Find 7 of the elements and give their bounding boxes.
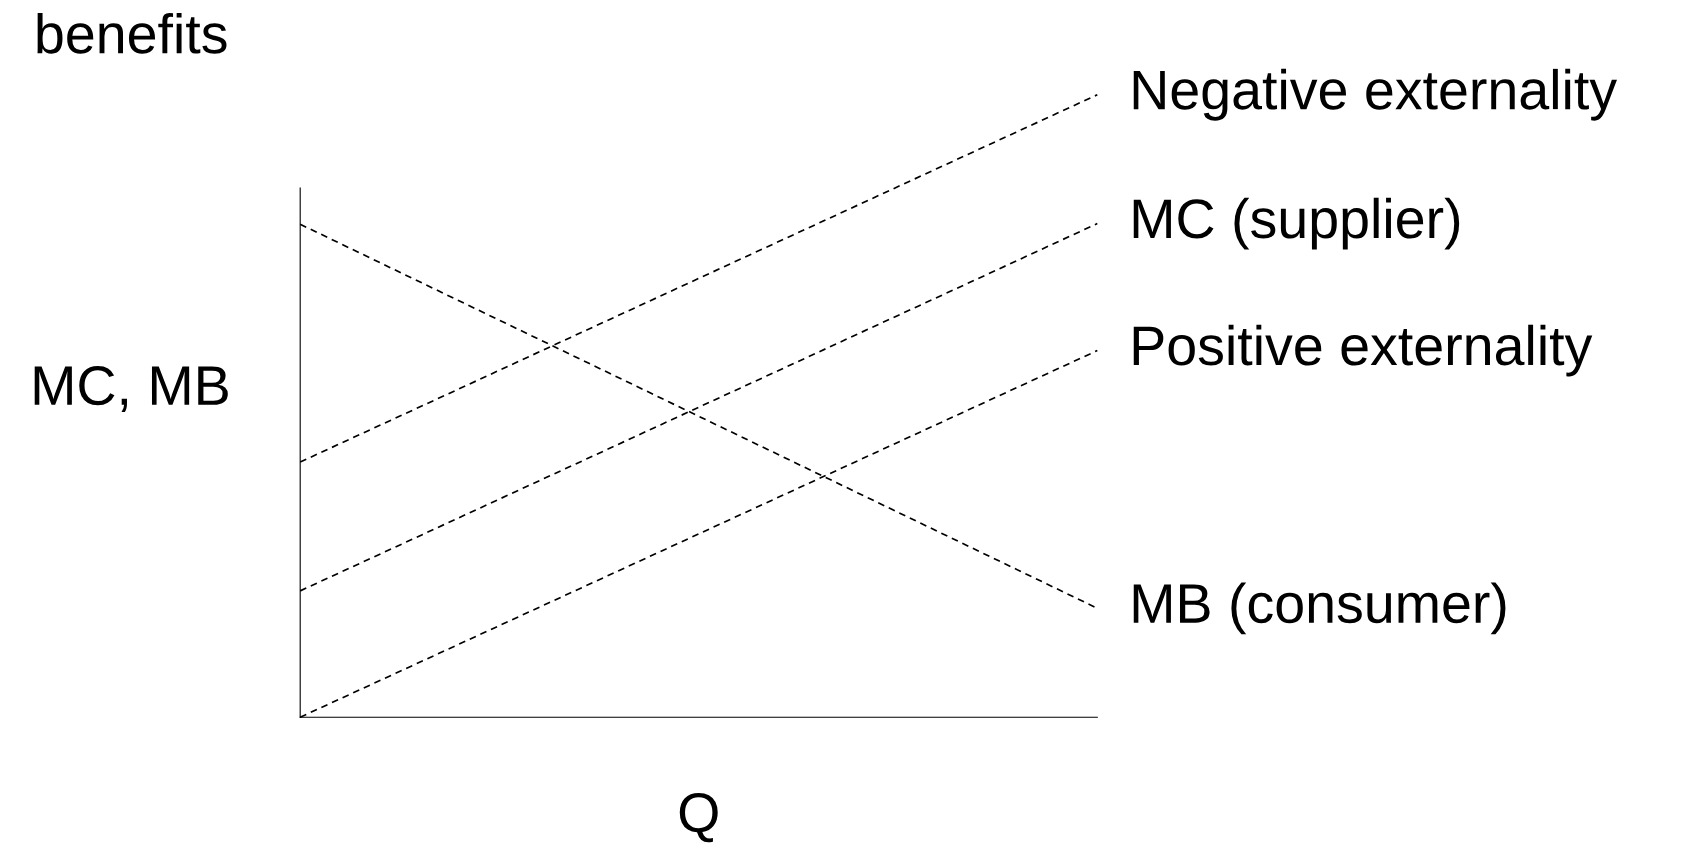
y-axis-title: MC, MB — [34, 366, 228, 412]
chart-title: benefits — [37, 12, 227, 54]
series-label: MC (supplier) — [1133, 197, 1460, 250]
series-label: Negative externality — [1133, 68, 1617, 121]
series-label: MB (consumer) — [1133, 582, 1506, 635]
series-label: Positive externality — [1133, 324, 1593, 377]
x-axis-title: Q — [679, 793, 718, 843]
